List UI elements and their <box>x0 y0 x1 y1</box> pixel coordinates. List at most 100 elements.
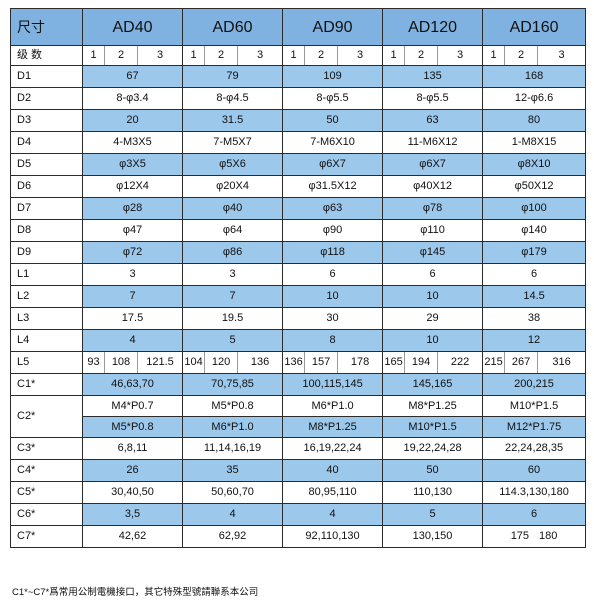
value-cell: 92,110,130 <box>282 525 384 548</box>
value-cell: 109 <box>282 65 384 88</box>
value-cell: 12-φ6.6 <box>482 87 587 110</box>
value-cell: 4 <box>182 503 284 526</box>
value-cell: φ64 <box>182 219 284 242</box>
value-cell: 8 <box>282 329 384 352</box>
level-cell: 3 <box>437 45 484 66</box>
row-d9: D9 φ72 φ86 φ118 φ145 φ179 <box>10 241 587 264</box>
value-cell: 6,8,11 <box>81 437 184 460</box>
value-cell: M10*P1.5 <box>382 416 484 438</box>
value-cell: 35 <box>182 459 284 482</box>
value-cell: 4 <box>81 329 184 352</box>
value-cell: 121.5 <box>136 351 184 374</box>
value-cell: 130,150 <box>382 525 484 548</box>
row-label: D3 <box>10 109 83 132</box>
value-cell: 29 <box>382 307 484 330</box>
row-d3: D3 20 31.5 50 63 80 <box>10 109 587 132</box>
value-cell: φ6X7 <box>282 153 384 176</box>
value-cell: 267 <box>504 351 539 374</box>
row-l3: L3 17.5 19.5 30 29 38 <box>10 307 587 330</box>
row-c7: C7* 42,62 62,92 92,110,130 130,150 175 18… <box>10 525 587 548</box>
value-cell: 63 <box>382 109 484 132</box>
value-cell: φ31.5X12 <box>282 175 384 198</box>
row-label: C2* <box>10 395 83 438</box>
value-cell: 60 <box>482 459 587 482</box>
row-c6: C6* 3,5 4 4 5 6 <box>10 503 587 526</box>
model-ad60: AD60 <box>182 8 284 46</box>
value-cell: 5 <box>182 329 284 352</box>
value-cell: 5 <box>382 503 484 526</box>
value-cell: φ3X5 <box>81 153 184 176</box>
value-cell: 7 <box>182 285 284 308</box>
value-cell: 114.3,130,180 <box>482 481 587 504</box>
value-cell: 31.5 <box>182 109 284 132</box>
value-cell: 30,40,50 <box>81 481 184 504</box>
row-label: L5 <box>10 351 83 374</box>
row-l2: L2 7 7 10 10 14.5 <box>10 285 587 308</box>
value-cell: 3,5 <box>81 503 184 526</box>
model-ad160: AD160 <box>482 8 587 46</box>
model-ad90: AD90 <box>282 8 384 46</box>
value-cell: 14.5 <box>482 285 587 308</box>
level-cell: 2 <box>104 45 138 66</box>
value-cell: 175 180 <box>482 525 587 548</box>
value-cell: 136 <box>282 351 306 374</box>
row-c2-b: M5*P0.8 M6*P1.0 M8*P1.25 M10*P1.5 M12*P1… <box>11 416 587 438</box>
value-part: 175 <box>510 530 530 542</box>
value-cell: M6*P1.0 <box>182 416 284 438</box>
row-label: C5* <box>10 481 83 504</box>
value-cell: 80,95,110 <box>282 481 384 504</box>
value-cell: φ110 <box>382 219 484 242</box>
value-cell: 157 <box>304 351 339 374</box>
value-cell: 8-φ4.5 <box>182 87 284 110</box>
value-cell: 6 <box>282 263 384 286</box>
row-c1: C1* 46,63,70 70,75,85 100,115,145 145,16… <box>10 373 587 396</box>
level-cell: 1 <box>382 45 406 66</box>
value-cell: 7-M6X10 <box>282 131 384 154</box>
value-cell: 6 <box>382 263 484 286</box>
row-label: C4* <box>10 459 83 482</box>
level-cell: 3 <box>237 45 284 66</box>
value-cell: 70,75,85 <box>182 373 284 396</box>
row-c4: C4* 26 35 40 50 60 <box>10 459 587 482</box>
value-cell: φ12X4 <box>81 175 184 198</box>
value-cell: 222 <box>437 351 484 374</box>
row-label: D1 <box>10 65 83 88</box>
value-cell: 3 <box>81 263 184 286</box>
level-cell: 1 <box>82 45 105 66</box>
value-cell: φ6X7 <box>382 153 484 176</box>
row-d6: D6 φ12X4 φ20X4 φ31.5X12 φ40X12 φ50X12 <box>10 175 587 198</box>
value-cell: 136 <box>237 351 284 374</box>
value-cell: 79 <box>182 65 284 88</box>
value-cell: 165 <box>382 351 406 374</box>
value-cell: 104 <box>182 351 206 374</box>
value-cell: 42,62 <box>81 525 184 548</box>
level-cell: 3 <box>337 45 384 66</box>
level-cell: 1 <box>282 45 306 66</box>
level-cell: 1 <box>482 45 506 66</box>
row-label: D8 <box>10 219 83 242</box>
row-label: C6* <box>10 503 83 526</box>
value-cell: 38 <box>482 307 587 330</box>
level-cell: 3 <box>537 45 587 66</box>
row-label: L2 <box>10 285 83 308</box>
size-label: 尺寸 <box>10 8 83 46</box>
value-cell: φ72 <box>81 241 184 264</box>
value-cell: 26 <box>81 459 184 482</box>
row-label: L1 <box>10 263 83 286</box>
value-cell: φ145 <box>382 241 484 264</box>
value-cell: φ5X6 <box>182 153 284 176</box>
value-cell: 19,22,24,28 <box>382 437 484 460</box>
value-cell: 62,92 <box>182 525 284 548</box>
row-l1: L1 3 3 6 6 6 <box>10 263 587 286</box>
value-cell: 10 <box>282 285 384 308</box>
value-cell: 110,130 <box>382 481 484 504</box>
row-label: L4 <box>10 329 83 352</box>
value-cell: φ47 <box>81 219 184 242</box>
value-cell: 17.5 <box>81 307 184 330</box>
row-d8: D8 φ47 φ64 φ90 φ110 φ140 <box>10 219 587 242</box>
value-cell: M8*P1.25 <box>282 416 384 438</box>
value-cell: M4*P0.7 <box>81 395 184 417</box>
row-c3: C3* 6,8,11 11,14,16,19 16,19,22,24 19,22… <box>10 437 587 460</box>
row-label: C1* <box>10 373 83 396</box>
